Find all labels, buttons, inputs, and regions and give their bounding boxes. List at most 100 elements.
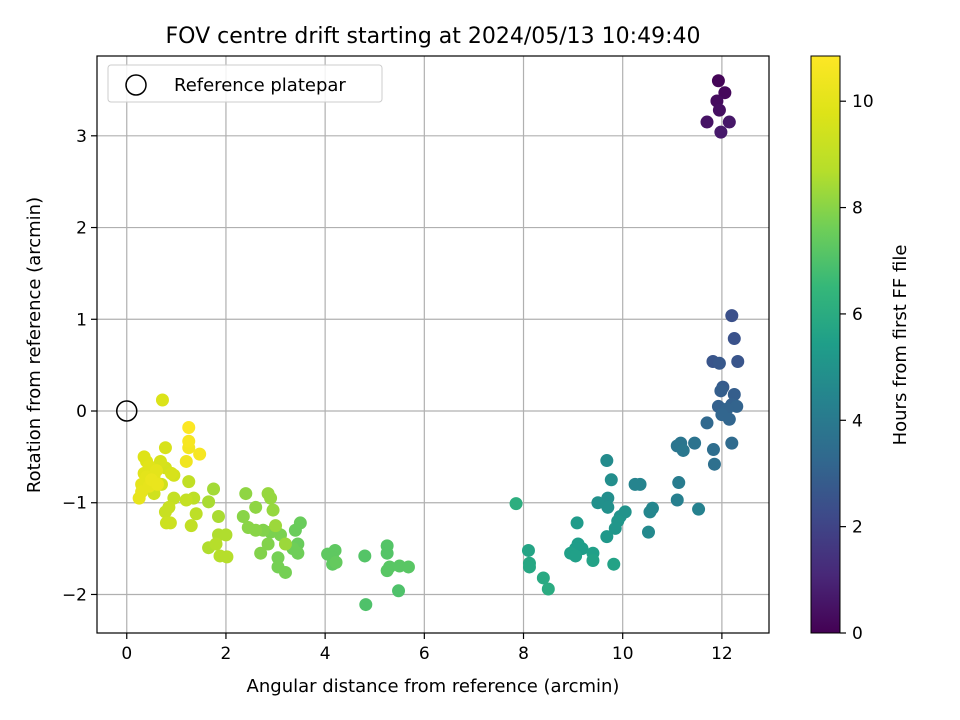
colorbar-tick-label: 10	[852, 92, 874, 112]
legend-box	[107, 64, 383, 103]
chart-title: FOV centre drift starting at 2024/05/13 …	[166, 24, 701, 49]
data-point	[692, 502, 706, 516]
data-point	[670, 493, 684, 507]
data-point	[209, 537, 223, 551]
data-point	[700, 416, 714, 430]
data-point	[358, 549, 372, 563]
data-point	[676, 443, 690, 457]
data-point	[241, 521, 255, 535]
data-points	[132, 74, 745, 612]
data-point	[541, 582, 555, 596]
data-point	[522, 560, 536, 574]
data-point	[604, 473, 618, 487]
data-point	[722, 412, 736, 426]
data-point	[254, 546, 268, 560]
data-point	[164, 466, 178, 480]
data-point	[509, 497, 523, 511]
data-point	[714, 384, 728, 398]
y-tick-label: −1	[62, 494, 87, 514]
data-point	[132, 491, 146, 505]
y-axis-label: Rotation from reference (arcmin)	[24, 197, 45, 493]
data-point	[288, 523, 302, 537]
data-point	[722, 115, 736, 129]
y-ticks: −2 −1 0 1 2 3	[62, 127, 97, 605]
data-point	[278, 565, 292, 579]
x-tick-label: 6	[419, 644, 430, 664]
data-point	[641, 525, 655, 539]
data-point	[329, 555, 343, 569]
data-point	[163, 516, 177, 530]
data-point	[179, 493, 193, 507]
data-point	[707, 457, 721, 471]
data-point	[607, 557, 621, 571]
data-point	[601, 491, 615, 505]
x-tick-label: 8	[518, 644, 529, 664]
data-point	[261, 537, 275, 551]
data-point	[155, 393, 169, 407]
data-point	[718, 86, 732, 100]
data-point	[600, 454, 614, 468]
data-point	[727, 387, 741, 401]
data-point	[266, 503, 280, 517]
data-point	[380, 546, 394, 560]
colorbar-ticks: 0 2 4 6 8 10	[840, 92, 874, 644]
data-point	[158, 441, 172, 455]
data-point	[643, 505, 657, 519]
colorbar-tick-label: 8	[852, 199, 863, 219]
colorbar-gradient	[810, 55, 841, 634]
data-point	[706, 443, 720, 457]
data-point	[182, 475, 196, 489]
data-point	[608, 521, 622, 535]
data-point	[184, 519, 198, 533]
data-point	[278, 537, 292, 551]
data-point	[236, 509, 250, 523]
reference-point-marker	[116, 400, 138, 422]
data-point	[600, 530, 614, 544]
data-point	[570, 516, 584, 530]
data-point	[193, 447, 207, 461]
data-point	[239, 487, 253, 501]
data-point	[151, 477, 165, 491]
legend-entry: Reference platepar	[174, 75, 346, 96]
x-tick-label: 10	[612, 644, 634, 664]
y-tick-label: 1	[76, 310, 87, 330]
colorbar-tick-label: 6	[852, 305, 863, 325]
legend-marker-icon	[125, 74, 147, 96]
data-point	[271, 551, 285, 565]
data-point	[711, 74, 725, 88]
data-point	[291, 546, 305, 560]
y-tick-label: 2	[76, 219, 87, 239]
data-point	[212, 509, 226, 523]
colorbar: 0 2 4 6 8 10 Hours from first FF file	[810, 55, 911, 644]
x-axis-label: Angular distance from reference (arcmin)	[247, 676, 620, 697]
x-tick-label: 12	[711, 644, 733, 664]
data-point	[727, 332, 741, 346]
x-tick-label: 4	[320, 644, 331, 664]
data-point	[725, 309, 739, 323]
grid-lines	[97, 56, 769, 633]
data-point	[207, 482, 221, 496]
plot-frame	[96, 55, 770, 634]
data-point	[220, 550, 234, 564]
data-point	[569, 549, 583, 563]
data-point	[189, 507, 203, 521]
data-point	[714, 125, 728, 139]
data-point	[618, 505, 632, 519]
data-point	[591, 496, 605, 510]
x-tick-label: 0	[121, 644, 132, 664]
colorbar-label: Hours from first FF file	[890, 245, 911, 446]
data-point	[521, 543, 535, 557]
data-point	[700, 115, 714, 129]
data-point	[269, 519, 283, 533]
data-point	[392, 584, 406, 598]
colorbar-tick-label: 2	[852, 518, 863, 538]
data-point	[688, 436, 702, 450]
data-point	[219, 528, 233, 542]
data-point	[633, 477, 647, 491]
data-point	[249, 500, 263, 514]
x-tick-label: 2	[221, 644, 232, 664]
data-point	[359, 598, 373, 612]
data-point	[182, 434, 196, 448]
